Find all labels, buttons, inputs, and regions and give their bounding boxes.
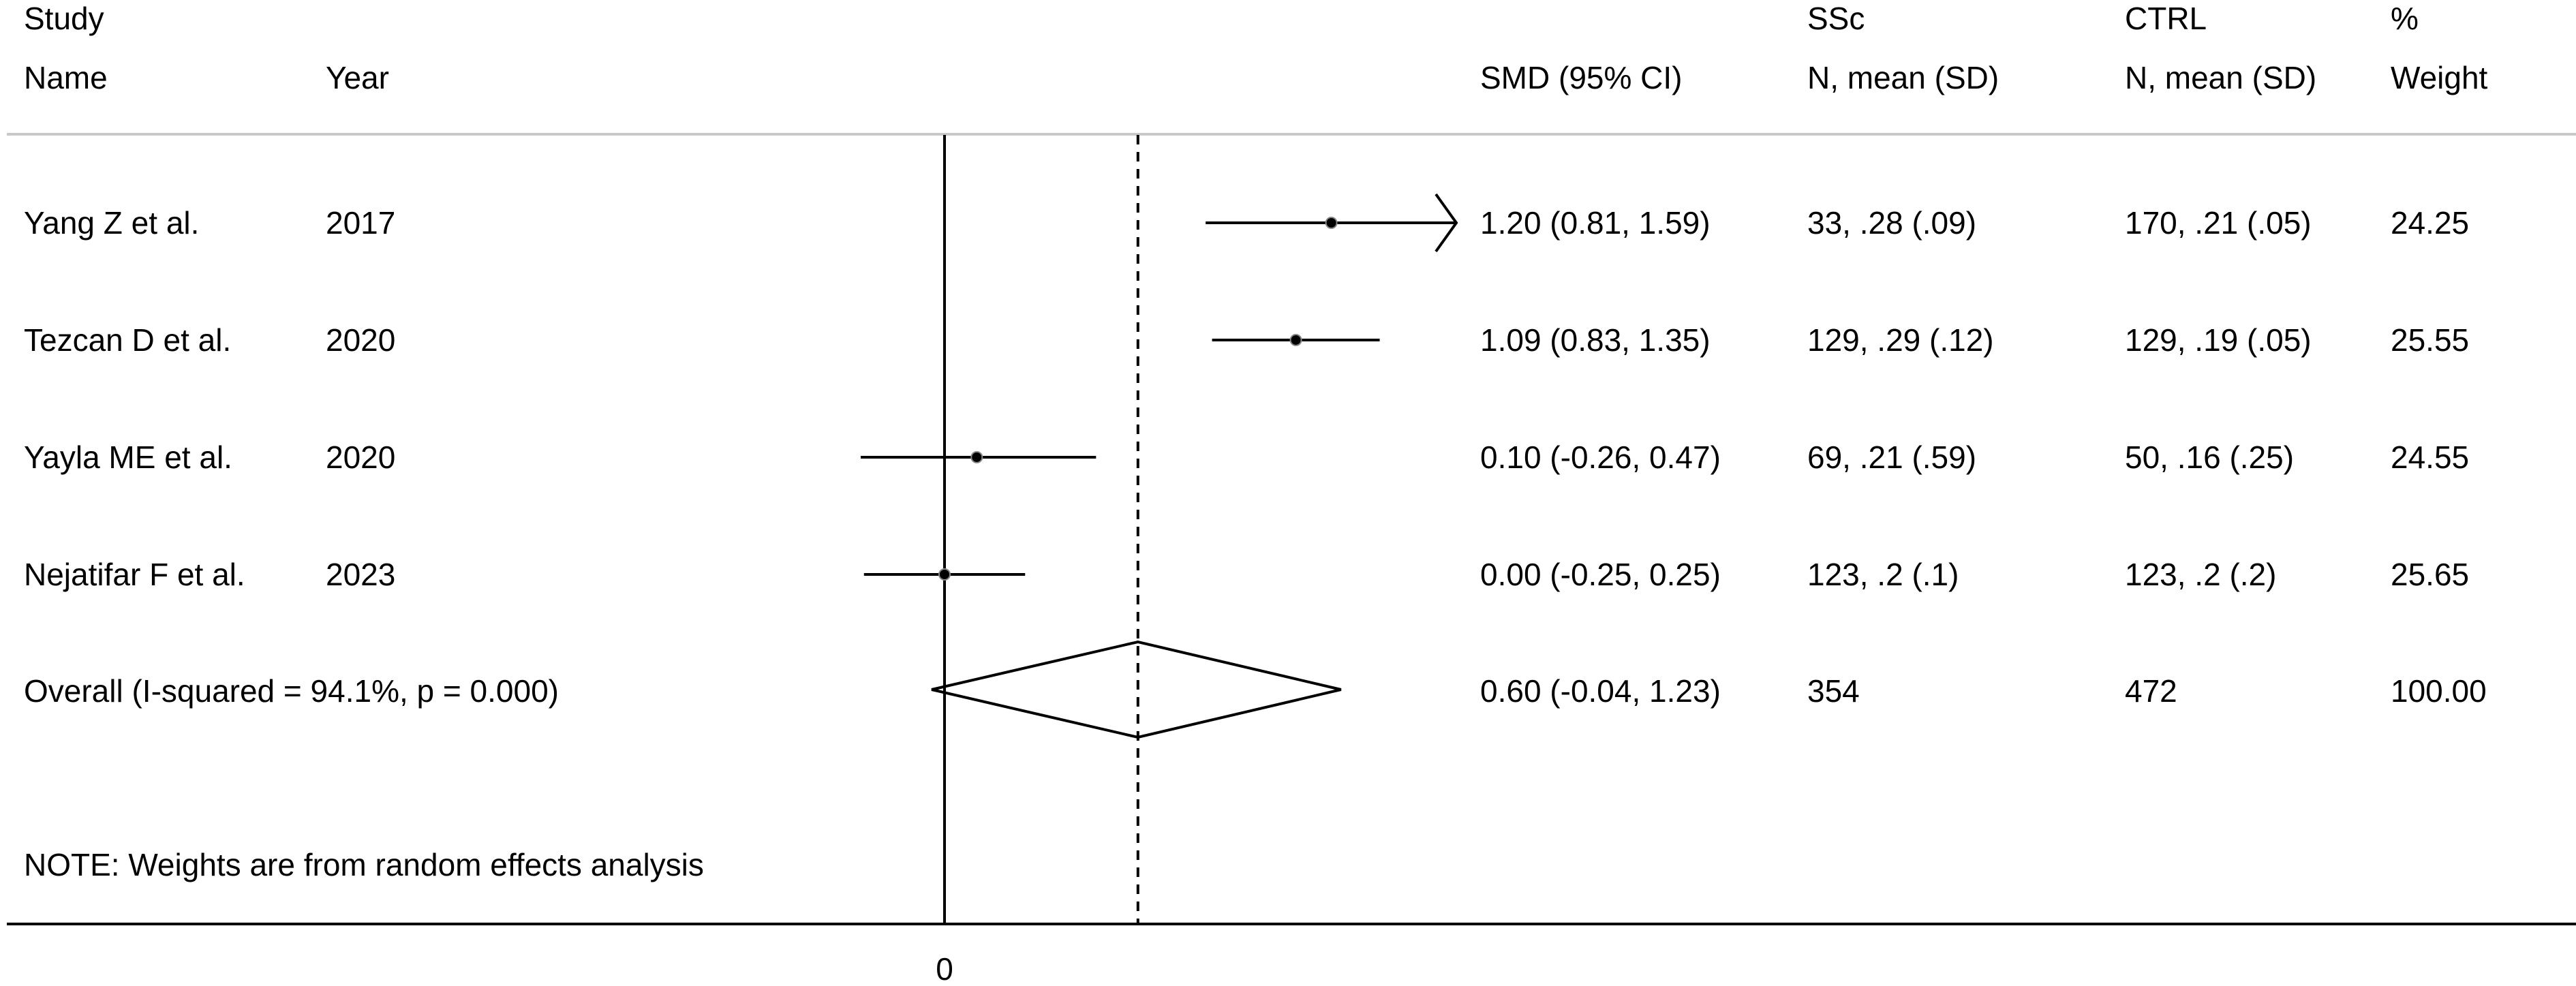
point-estimate [1289, 334, 1302, 346]
header-weight: % [2391, 1, 2419, 36]
study-row: Tezcan D et al. 2020 1.09 (0.83, 1.35) 129,… [24, 322, 2469, 358]
study-row: Nejatifar F et al. 2023 0.00 (-0.25, 0.25)… [24, 557, 2469, 592]
point-estimate [1325, 217, 1338, 229]
header-ctrl-sub: N, mean (SD) [2125, 60, 2316, 95]
study-year: 2020 [326, 440, 395, 475]
study-weight-text: 24.55 [2391, 440, 2469, 475]
study-ssc-text: 123, .2 (.1) [1807, 557, 1959, 592]
header-ssc-sub: N, mean (SD) [1807, 60, 1999, 95]
header-year: Year [326, 60, 389, 95]
header-weight-sub: Weight [2391, 60, 2488, 95]
overall-label: Overall (I-squared = 94.1%, p = 0.000) [24, 673, 559, 709]
overall-ssc-text: 354 [1807, 673, 1860, 709]
header-smd: SMD (95% CI) [1480, 60, 1682, 95]
study-row: Yang Z et al. 2017 1.20 (0.81, 1.59) 33, .2… [24, 193, 2469, 253]
study-year: 2020 [326, 322, 395, 358]
study-weight-text: 24.25 [2391, 205, 2469, 241]
study-year: 2017 [326, 205, 395, 241]
study-name: Tezcan D et al. [24, 322, 231, 358]
study-name: Yayla ME et al. [24, 440, 232, 475]
point-estimate [970, 451, 983, 463]
study-ssc-text: 33, .28 (.09) [1807, 205, 1976, 241]
study-name: Nejatifar F et al. [24, 557, 245, 592]
overall-row: Overall (I-squared = 94.1%, p = 0.000) 0… [24, 640, 2487, 739]
header-ctrl: CTRL [2125, 1, 2207, 36]
study-weight-text: 25.55 [2391, 322, 2469, 358]
study-rows: Yang Z et al. 2017 1.20 (0.81, 1.59) 33, .2… [24, 193, 2469, 592]
study-weight-text: 25.65 [2391, 557, 2469, 592]
study-ci-text: 1.20 (0.81, 1.59) [1480, 205, 1711, 241]
study-ci-text: 1.09 (0.83, 1.35) [1480, 322, 1711, 358]
overall-weight-text: 100.00 [2391, 673, 2487, 709]
study-ctrl-text: 129, .19 (.05) [2125, 322, 2312, 358]
study-name: Yang Z et al. [24, 205, 199, 241]
study-ssc-text: 69, .21 (.59) [1807, 440, 1976, 475]
study-ctrl-text: 123, .2 (.2) [2125, 557, 2276, 592]
point-estimate [938, 568, 951, 581]
note-text: NOTE: Weights are from random effects an… [24, 847, 704, 882]
study-ctrl-text: 50, .16 (.25) [2125, 440, 2294, 475]
header-name: Name [24, 60, 108, 95]
study-ci-text: 0.10 (-0.26, 0.47) [1480, 440, 1721, 475]
study-ssc-text: 129, .29 (.12) [1807, 322, 1994, 358]
study-ctrl-text: 170, .21 (.05) [2125, 205, 2312, 241]
ci-truncation-arrow [1435, 193, 1458, 253]
header-ssc: SSc [1807, 1, 1865, 36]
study-ci-text: 0.00 (-0.25, 0.25) [1480, 557, 1721, 592]
x-tick-label: 0 [936, 951, 953, 986]
study-row: Yayla ME et al. 2020 0.10 (-0.26, 0.47) 69,… [24, 440, 2469, 475]
overall-ci-text: 0.60 (-0.04, 1.23) [1480, 673, 1721, 709]
header-study: Study [24, 1, 104, 36]
study-year: 2023 [326, 557, 395, 592]
overall-ctrl-text: 472 [2125, 673, 2177, 709]
overall-diamond [931, 640, 1342, 739]
